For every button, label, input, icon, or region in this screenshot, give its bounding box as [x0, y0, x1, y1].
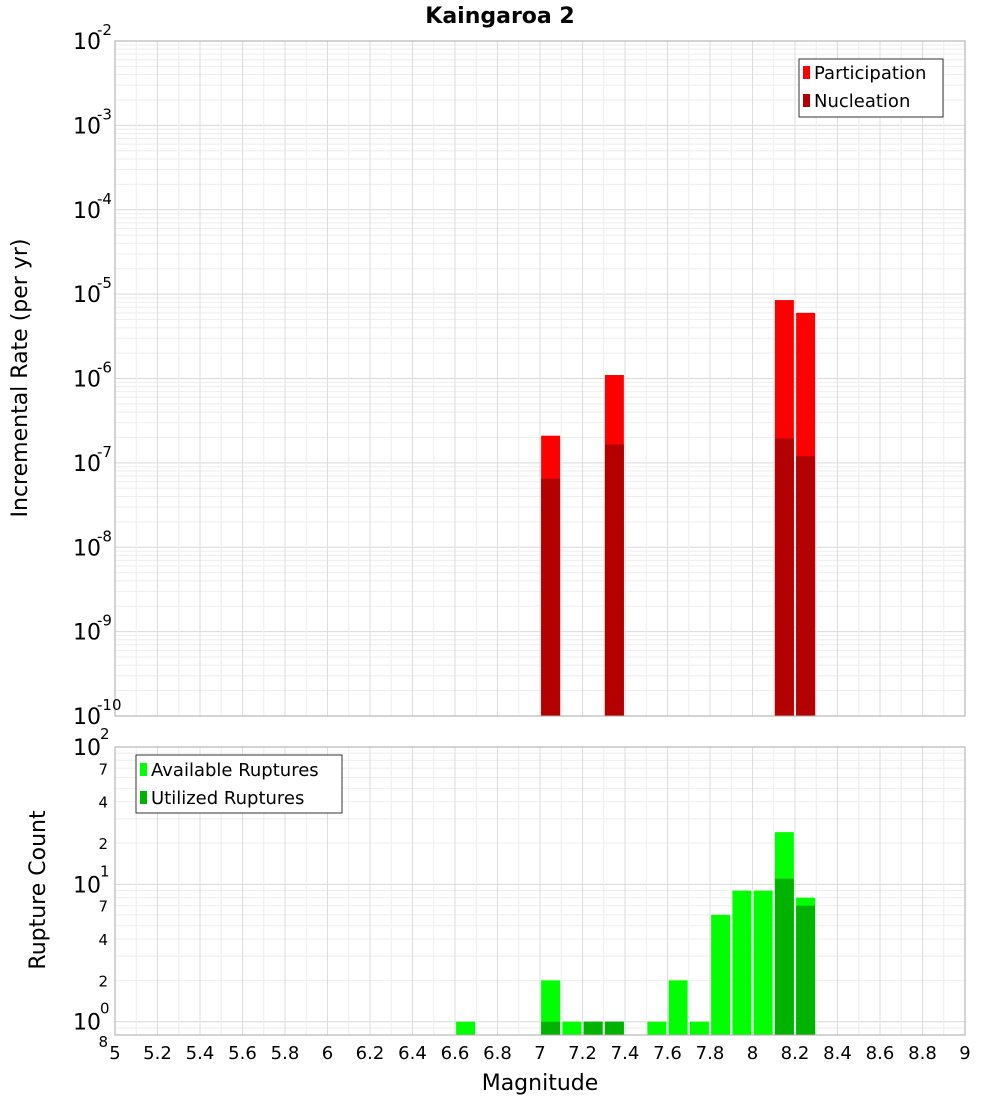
y-tick-exponent: -9: [97, 612, 112, 630]
bar: [604, 444, 624, 716]
vertical-grid: [114, 41, 966, 716]
bar: [541, 478, 561, 716]
legend-swatch: [140, 791, 147, 804]
bar: [541, 1021, 561, 1035]
x-tick-label: 5.8: [271, 1043, 300, 1064]
bar: [689, 1021, 709, 1035]
top-y-axis-label: Incremental Rate (per yr): [8, 239, 33, 518]
legend-label: Participation: [814, 63, 926, 84]
x-tick-label: 9: [959, 1043, 970, 1064]
y-tick-label: 10: [73, 536, 101, 561]
y-minor-tick-label: 8: [98, 1033, 108, 1051]
x-tick-label: 7.2: [568, 1043, 597, 1064]
x-tick-label: 6.8: [483, 1043, 512, 1064]
y-minor-tick-label: 7: [98, 898, 108, 916]
x-tick-label: 7.4: [611, 1043, 640, 1064]
bar: [668, 980, 688, 1035]
x-tick-label: 6.6: [441, 1043, 470, 1064]
bar: [753, 890, 773, 1035]
y-tick-label: 10: [73, 114, 101, 139]
bar: [732, 890, 752, 1035]
y-minor-tick-label: 7: [98, 760, 108, 778]
y-tick-label: 10: [73, 736, 101, 761]
y-tick-exponent: 1: [100, 862, 110, 880]
x-tick-label: 5: [109, 1043, 120, 1064]
y-minor-tick-label: 2: [98, 972, 108, 990]
y-minor-tick-label: 2: [98, 835, 108, 853]
bar: [541, 980, 561, 1035]
bar: [774, 438, 794, 716]
y-tick-label: 10: [73, 873, 101, 898]
bottom-y-axis-label: Rupture Count: [26, 810, 51, 970]
plot-border: [114, 746, 966, 1036]
legend-label: Available Ruptures: [151, 760, 319, 781]
legend-swatch: [140, 763, 147, 776]
y-minor-tick-label: 4: [98, 794, 108, 812]
x-tick-label: 5.6: [228, 1043, 257, 1064]
bar: [562, 1021, 582, 1035]
legend-swatch: [803, 94, 810, 107]
bar: [796, 905, 816, 1035]
y-tick-label: 10: [73, 368, 101, 393]
x-tick-label: 8: [747, 1043, 758, 1064]
y-tick-label: 10: [73, 705, 101, 730]
y-tick-exponent: 2: [100, 725, 110, 743]
top-plot-area: 10-1010-910-810-710-610-510-410-310-2Par…: [73, 21, 966, 730]
bar: [604, 1021, 624, 1035]
legend-box: [798, 58, 944, 118]
x-tick-label: 8.8: [908, 1043, 937, 1064]
y-tick-label: 10: [73, 283, 101, 308]
x-tick-label: 5.4: [186, 1043, 215, 1064]
bar: [711, 914, 731, 1035]
x-tick-label: 7: [534, 1043, 545, 1064]
y-tick-exponent: -6: [97, 359, 112, 377]
x-tick-label: 6.2: [356, 1043, 385, 1064]
x-tick-label: 6: [322, 1043, 333, 1064]
series-utilized-ruptures: [541, 878, 816, 1035]
x-tick-label: 7.6: [653, 1043, 682, 1064]
bar: [774, 878, 794, 1035]
bar: [456, 1021, 476, 1035]
x-tick-label: 7.8: [696, 1043, 725, 1064]
y-tick-exponent: -5: [97, 274, 112, 292]
x-axis-label: Magnitude: [482, 1071, 599, 1096]
y-tick-exponent: -7: [97, 443, 112, 461]
bar: [647, 1021, 667, 1035]
y-tick-exponent: -10: [97, 696, 122, 714]
y-tick-exponent: -8: [97, 527, 112, 545]
y-tick-label: 10: [73, 30, 101, 55]
plot-border: [114, 40, 966, 717]
y-tick-label: 10: [73, 1011, 101, 1036]
legend-swatch: [803, 66, 810, 79]
vertical-grid: [114, 747, 966, 1035]
y-tick-exponent: 0: [100, 1000, 110, 1018]
y-tick-label: 10: [73, 199, 101, 224]
bar: [796, 456, 816, 716]
y-tick-exponent: -2: [97, 21, 112, 39]
x-tick-label: 8.4: [823, 1043, 852, 1064]
chart-title: Kaingaroa 2: [425, 4, 574, 29]
x-tick-label: 5.2: [143, 1043, 172, 1064]
legend-bottom: Available Ruptures Utilized Ruptures: [135, 754, 343, 814]
x-tick-label: 6.4: [398, 1043, 427, 1064]
bar: [583, 1021, 603, 1035]
legend-box: [135, 754, 343, 814]
y-tick-exponent: -3: [97, 105, 112, 123]
series-nucleation: [541, 438, 816, 716]
legend-label: Utilized Ruptures: [151, 788, 304, 809]
x-tick-label: 8.2: [781, 1043, 810, 1064]
x-tick-label: 8.6: [866, 1043, 895, 1064]
y-tick-exponent: -4: [97, 190, 112, 208]
legend-top: Participation Nucleation: [798, 58, 944, 118]
y-tick-label: 10: [73, 621, 101, 646]
legend-label: Nucleation: [814, 91, 910, 112]
y-minor-tick-label: 4: [98, 931, 108, 949]
y-tick-label: 10: [73, 452, 101, 477]
